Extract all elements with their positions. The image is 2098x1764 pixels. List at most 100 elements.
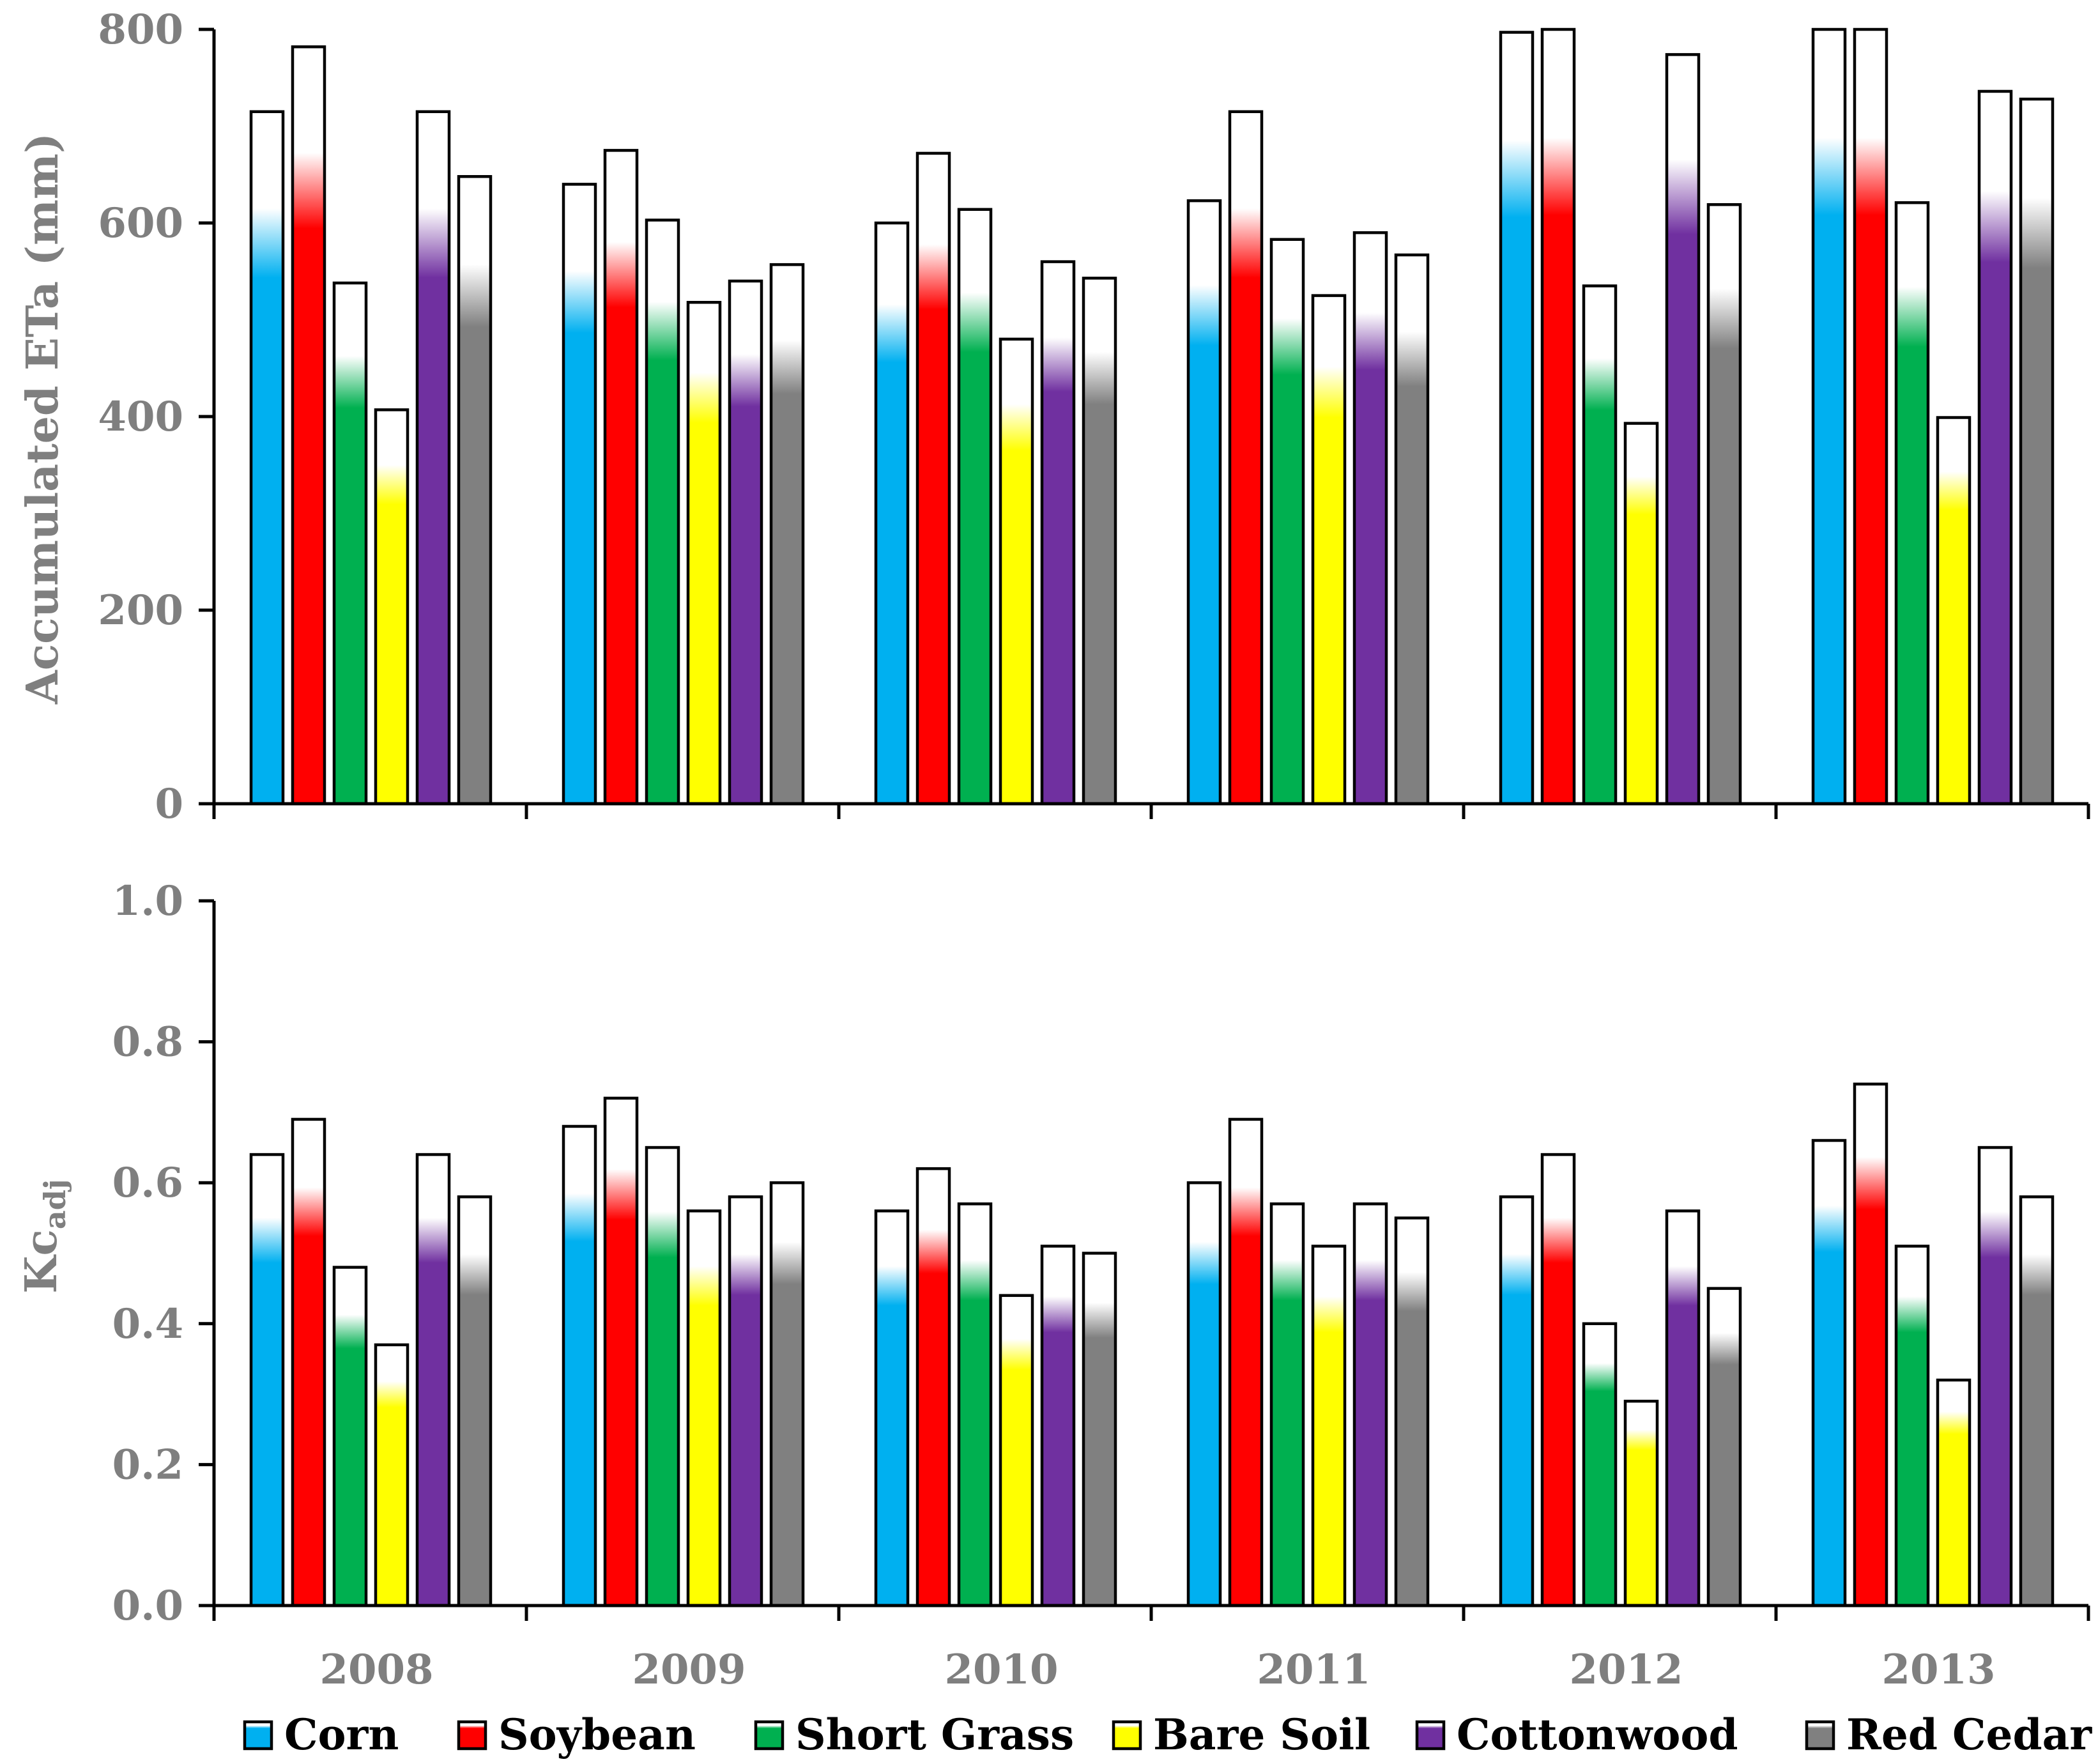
kc-bar-corn-2013 [1811,1139,1847,1607]
kc-bar-bare-soil-2011 [1311,1245,1347,1607]
eta-bar-short-grass-2011 [1269,238,1305,806]
eta-bar-soybean-2009 [603,149,639,806]
eta-bar-soybean-2011 [1228,110,1264,806]
eta-bar-short-grass-2013 [1894,201,1930,806]
eta-bar-corn-2012 [1499,31,1535,806]
eta-bar-corn-2008 [249,110,285,806]
eta-bar-bare-soil-2012 [1623,422,1659,806]
legend-label-bare-soil: Bare Soil [1153,1710,1370,1760]
kc-y-tick-label: 0.2 [112,1441,183,1489]
kc-bar-corn-2009 [562,1124,597,1607]
eta-chart-panel: 0 200 400 600 800 Accumulated ETa (mm) [17,6,2090,828]
legend-label-corn: Corn [284,1710,399,1760]
legend-label-cottonwood: Cottonwood [1457,1710,1738,1760]
kc-bar-red-cedar-2012 [1706,1287,1742,1607]
eta-bar-cottonwood-2012 [1665,53,1701,806]
eta-bar-soybean-2010 [915,151,951,806]
legend-swatch-short-grass [754,1720,785,1751]
kc-bar-short-grass-2013 [1894,1245,1930,1607]
kc-bar-short-grass-2012 [1582,1322,1618,1607]
eta-bar-red-cedar-2013 [2019,97,2055,806]
kc-bar-soybean-2013 [1853,1082,1888,1607]
legend: Corn Soybean Short Grass Bare Soil Cottonwoo… [243,1710,2092,1760]
eta-bar-bare-soil-2013 [1936,416,1972,806]
legend-swatch-cottonwood [1415,1720,1446,1751]
kc-y-tick-label: 1.0 [112,877,183,925]
kc-y-tick-label: 0.8 [112,1018,183,1066]
kc-bar-cottonwood-2012 [1665,1209,1701,1607]
eta-bar-bare-soil-2010 [999,337,1034,806]
kc-bar-soybean-2012 [1540,1153,1576,1607]
eta-bar-soybean-2012 [1540,27,1576,806]
kc-bar-soybean-2009 [603,1096,639,1607]
kc-bar-soybean-2011 [1228,1117,1264,1607]
eta-bar-short-grass-2009 [645,219,680,806]
kc-y-tick-label: 0.0 [112,1582,183,1630]
eta-bar-soybean-2008 [291,45,326,806]
eta-y-axis-title: Accumulated ETa (mm) [17,133,68,705]
kc-bar-cottonwood-2008 [415,1153,451,1607]
eta-bar-red-cedar-2008 [457,175,493,806]
kc-bar-soybean-2008 [291,1117,326,1607]
kc-bar-bare-soil-2009 [686,1209,722,1607]
eta-bar-soybean-2013 [1853,27,1888,806]
kc-bar-red-cedar-2008 [457,1195,493,1607]
eta-bar-cottonwood-2011 [1352,231,1388,806]
kc-bar-red-cedar-2011 [1394,1216,1430,1607]
eta-bar-corn-2013 [1811,27,1847,806]
legend-label-soybean: Soybean [498,1710,696,1760]
kc-bars [249,1082,2055,1607]
kc-bar-short-grass-2011 [1269,1202,1305,1607]
kc-bar-cottonwood-2011 [1352,1202,1388,1607]
eta-bar-bare-soil-2011 [1311,294,1347,806]
eta-bar-corn-2011 [1186,199,1222,806]
x-label-2013: 2013 [1881,1646,1995,1694]
kc-bar-bare-soil-2012 [1623,1399,1659,1607]
eta-bar-bare-soil-2009 [686,300,722,806]
x-label-2009: 2009 [632,1646,746,1694]
eta-y-tick-label: 800 [98,6,183,54]
kc-bar-corn-2012 [1499,1195,1535,1607]
kc-y-axis-title: Kcadj [16,1179,72,1293]
legend-swatch-soybean [457,1720,487,1751]
eta-bar-corn-2009 [562,183,597,806]
x-label-2012: 2012 [1569,1646,1683,1694]
legend-swatch-bare-soil [1112,1720,1142,1751]
kc-bar-cottonwood-2009 [728,1195,763,1607]
kc-bar-soybean-2010 [915,1167,951,1607]
kc-y-axis-title-main: Kc [16,1229,67,1294]
x-label-2010: 2010 [944,1646,1058,1694]
kc-chart-panel: 0.0 0.2 0.4 0.6 0.8 1.0 Kcadj [16,877,2090,1630]
legend-label-short-grass: Short Grass [795,1710,1074,1760]
eta-bar-red-cedar-2009 [769,263,805,806]
kc-bar-red-cedar-2010 [1082,1252,1117,1607]
eta-axes: 0 200 400 600 800 [98,6,2090,828]
kc-axes: 0.0 0.2 0.4 0.6 0.8 1.0 [112,877,2090,1630]
eta-bar-red-cedar-2011 [1394,253,1430,806]
legend-swatch-red-cedar [1805,1720,1835,1751]
legend-label-red-cedar: Red Cedar [1846,1710,2092,1760]
kc-bar-bare-soil-2010 [999,1294,1034,1607]
x-label-2011: 2011 [1257,1646,1370,1694]
kc-bar-red-cedar-2013 [2019,1195,2055,1607]
eta-bar-bare-soil-2008 [374,408,410,806]
eta-bar-red-cedar-2012 [1706,203,1742,806]
eta-y-tick-label: 200 [98,587,183,634]
kc-bar-short-grass-2010 [957,1202,993,1607]
kc-bar-short-grass-2008 [332,1266,368,1607]
kc-bar-bare-soil-2013 [1936,1378,1972,1607]
x-axis-labels: 2008 2009 2010 2011 2012 2013 [319,1646,1995,1694]
kc-bar-red-cedar-2009 [769,1181,805,1607]
eta-bar-cottonwood-2010 [1040,260,1076,806]
kc-y-tick-label: 0.6 [112,1159,183,1207]
eta-bar-short-grass-2010 [957,208,993,806]
eta-y-tick-label: 0 [155,780,183,828]
kc-bar-cottonwood-2010 [1040,1245,1076,1607]
kc-bar-corn-2010 [874,1209,910,1607]
eta-bars [249,27,2055,806]
eta-bar-cottonwood-2009 [728,279,763,806]
kc-bar-corn-2008 [249,1153,285,1607]
kc-bar-short-grass-2009 [645,1146,680,1607]
eta-bar-red-cedar-2010 [1082,277,1117,806]
